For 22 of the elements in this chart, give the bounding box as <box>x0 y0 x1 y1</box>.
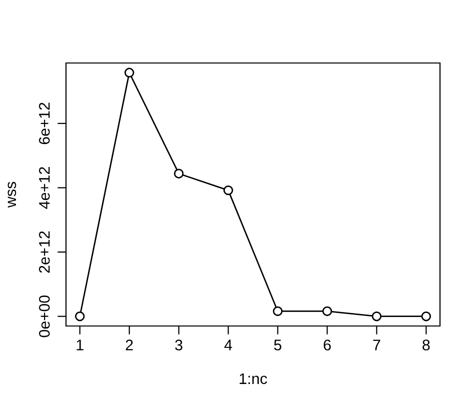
y-axis-title: wss <box>8 182 16 208</box>
x-tick-label: 1 <box>76 340 84 350</box>
y-tick-label: 6e+12 <box>38 102 50 144</box>
y-tick-label: 0e+00 <box>38 295 50 338</box>
x-tick-label: 8 <box>422 340 430 350</box>
y-tick-label: 4e+12 <box>38 167 50 209</box>
point <box>322 306 332 316</box>
point <box>74 311 85 322</box>
point <box>124 68 134 78</box>
point <box>272 306 283 316</box>
point <box>372 311 382 322</box>
x-axis-title: 1:nc <box>240 373 268 384</box>
x-tick-label: 3 <box>175 340 182 350</box>
x-tick-label: 4 <box>224 340 232 350</box>
x-tick-label: 7 <box>373 340 380 350</box>
x-tick-label: 6 <box>324 340 331 350</box>
x-tick-label: 5 <box>274 340 282 350</box>
x-tick-label: 2 <box>126 340 133 350</box>
point <box>223 185 234 196</box>
point <box>421 311 432 322</box>
y-tick-label: 2e+12 <box>38 231 50 273</box>
point <box>174 168 184 178</box>
